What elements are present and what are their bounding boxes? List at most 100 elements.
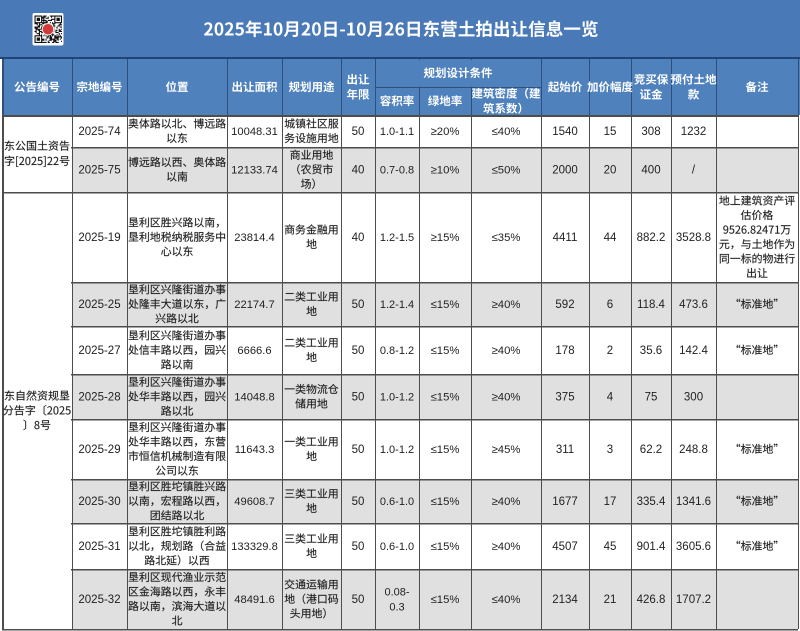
svg-text:6666.6: 6666.6 [237, 345, 271, 357]
svg-text:426.8: 426.8 [637, 594, 666, 606]
svg-text:≤15%: ≤15% [431, 299, 460, 311]
svg-text:2025-28: 2025-28 [78, 392, 120, 404]
svg-text:248.8: 248.8 [679, 444, 708, 456]
svg-text:142.4: 142.4 [679, 345, 708, 357]
svg-text:22174.7: 22174.7 [234, 299, 274, 311]
svg-text:≤15%: ≤15% [431, 444, 460, 456]
svg-text:178: 178 [555, 345, 574, 357]
svg-text:50: 50 [352, 126, 365, 138]
svg-text:2025-74: 2025-74 [78, 126, 121, 138]
svg-text:≥15%: ≥15% [431, 232, 460, 244]
svg-text:≤15%: ≤15% [431, 345, 460, 357]
svg-text:1.0-1.1: 1.0-1.1 [380, 126, 414, 138]
svg-text:≥45%: ≥45% [492, 444, 521, 456]
svg-text:17: 17 [604, 496, 617, 508]
svg-text:592: 592 [555, 299, 574, 311]
svg-text:48491.6: 48491.6 [234, 594, 274, 606]
svg-text:≤35%: ≤35% [492, 232, 521, 244]
svg-text:400: 400 [641, 165, 660, 177]
svg-text:375: 375 [555, 392, 574, 404]
svg-text:1707.2: 1707.2 [676, 594, 711, 606]
svg-text:0.8-1.2: 0.8-1.2 [380, 345, 414, 357]
svg-text:4: 4 [607, 392, 614, 404]
svg-text:2025-29: 2025-29 [78, 444, 120, 456]
svg-text:311: 311 [556, 444, 574, 456]
svg-text:15: 15 [604, 126, 617, 138]
svg-text:2025-19: 2025-19 [78, 232, 120, 244]
svg-text:1.2-1.4: 1.2-1.4 [380, 299, 414, 311]
svg-text:2025-27: 2025-27 [78, 345, 120, 357]
svg-text:2025-30: 2025-30 [78, 496, 120, 508]
svg-text:0.6-1.0: 0.6-1.0 [380, 541, 414, 553]
svg-text:1.2-1.5: 1.2-1.5 [380, 232, 414, 244]
svg-text:50: 50 [352, 541, 365, 553]
svg-text:0.7-0.8: 0.7-0.8 [380, 165, 414, 177]
svg-text:4411: 4411 [553, 232, 578, 244]
svg-text:20: 20 [604, 165, 617, 177]
svg-text:2025-25: 2025-25 [78, 299, 120, 311]
svg-text:3528.8: 3528.8 [676, 232, 711, 244]
svg-text:≤40%: ≤40% [492, 126, 521, 138]
svg-text:50: 50 [352, 299, 365, 311]
svg-text:14048.8: 14048.8 [234, 392, 274, 404]
svg-text:≤15%: ≤15% [431, 392, 460, 404]
svg-text:1232: 1232 [681, 126, 707, 138]
svg-text:62.2: 62.2 [640, 444, 662, 456]
svg-text:50: 50 [352, 392, 365, 404]
svg-text:1.0-1.2: 1.0-1.2 [380, 392, 414, 404]
svg-text:11643.3: 11643.3 [235, 444, 275, 456]
svg-text:50: 50 [352, 594, 365, 606]
svg-text:2: 2 [607, 345, 613, 357]
svg-text:1.0-1.2: 1.0-1.2 [380, 444, 414, 456]
svg-text:50: 50 [352, 345, 365, 357]
svg-text:≥10%: ≥10% [431, 165, 460, 177]
svg-text:901.4: 901.4 [637, 541, 666, 553]
svg-text:≥20%: ≥20% [431, 126, 460, 138]
svg-text:4507: 4507 [552, 541, 578, 553]
svg-text:2000: 2000 [552, 165, 578, 177]
svg-text:308: 308 [641, 126, 660, 138]
svg-text:≤40%: ≤40% [492, 594, 521, 606]
svg-text:473.6: 473.6 [679, 299, 708, 311]
svg-text:0.08-: 0.08- [384, 587, 409, 599]
svg-text:≥40%: ≥40% [492, 392, 521, 404]
svg-text:75: 75 [645, 392, 658, 404]
svg-text:2025-75: 2025-75 [78, 165, 120, 177]
svg-text:≤15%: ≤15% [431, 496, 460, 508]
svg-text:1341.6: 1341.6 [676, 496, 711, 508]
svg-text:2134: 2134 [552, 594, 578, 606]
svg-text:23814.4: 23814.4 [234, 232, 274, 244]
svg-text:10048.31: 10048.31 [231, 126, 278, 138]
svg-text:≤15%: ≤15% [431, 594, 460, 606]
svg-text:44: 44 [604, 232, 617, 244]
svg-text:300: 300 [684, 392, 703, 404]
svg-text:≤15%: ≤15% [431, 541, 460, 553]
svg-text:21: 21 [604, 594, 617, 606]
svg-text:118.4: 118.4 [637, 299, 666, 311]
svg-text:40: 40 [352, 165, 365, 177]
svg-text:6: 6 [607, 299, 613, 311]
svg-text:1540: 1540 [552, 126, 578, 138]
svg-text:133329.8: 133329.8 [231, 541, 278, 553]
svg-text:/: / [692, 165, 696, 177]
svg-text:≤50%: ≤50% [492, 165, 521, 177]
svg-text:35.6: 35.6 [640, 345, 662, 357]
svg-text:2025-31: 2025-31 [78, 541, 120, 553]
svg-text:0.6-1.0: 0.6-1.0 [380, 496, 414, 508]
svg-text:12133.74: 12133.74 [231, 165, 278, 177]
svg-text:50: 50 [352, 444, 365, 456]
svg-text:≥40%: ≥40% [492, 541, 521, 553]
svg-text:≥40%: ≥40% [492, 345, 521, 357]
svg-text:≥40%: ≥40% [492, 299, 521, 311]
svg-text:2025-32: 2025-32 [78, 594, 120, 606]
svg-text:882.2: 882.2 [637, 232, 666, 244]
svg-text:3605.6: 3605.6 [676, 541, 711, 553]
svg-text:50: 50 [352, 496, 365, 508]
svg-text:335.4: 335.4 [637, 496, 666, 508]
svg-text:45: 45 [604, 541, 617, 553]
svg-text:49608.7: 49608.7 [234, 496, 274, 508]
svg-text:≥40%: ≥40% [492, 496, 521, 508]
svg-text:40: 40 [352, 232, 365, 244]
svg-text:3: 3 [607, 444, 613, 456]
svg-text:1677: 1677 [552, 496, 578, 508]
